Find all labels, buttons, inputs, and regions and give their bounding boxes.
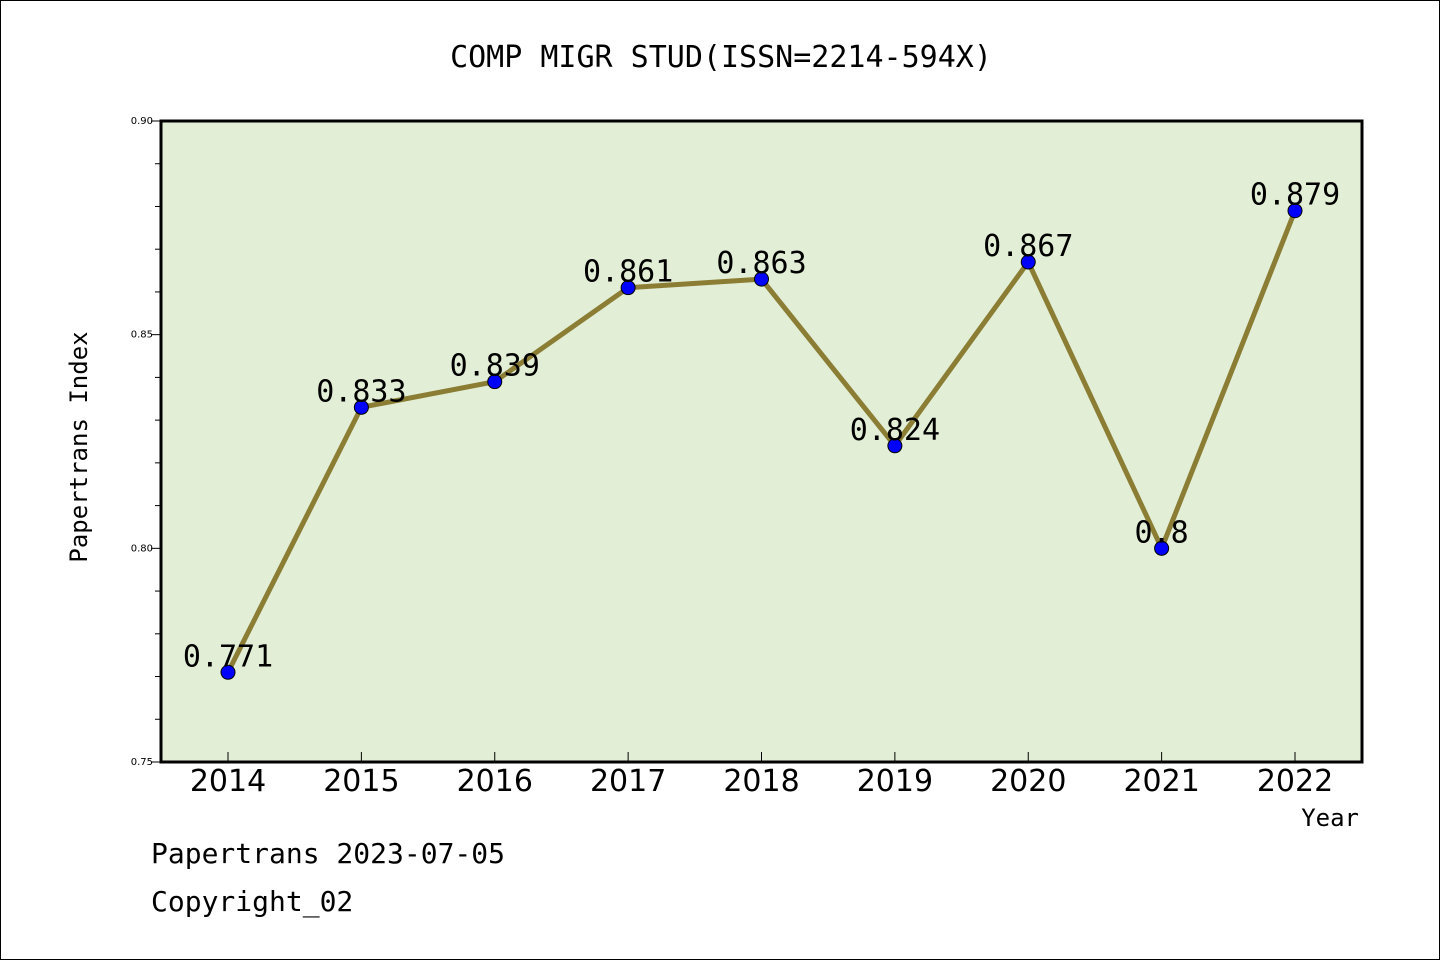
footer-copyright-text: Copyright_02	[151, 885, 354, 918]
data-point	[487, 374, 503, 390]
data-point	[1287, 203, 1303, 219]
y-axis: 0.75 0.80 0.85 0.90	[131, 116, 161, 768]
data-label: 0.8	[1135, 515, 1189, 550]
data-label: 0.867	[983, 229, 1073, 264]
data-point	[620, 280, 636, 296]
data-point	[220, 664, 236, 680]
data-label: 0.824	[850, 413, 940, 448]
x-tick-label: 2022	[1257, 764, 1333, 799]
x-tick-label: 2021	[1123, 764, 1199, 799]
x-tick-label: 2018	[723, 764, 799, 799]
footer-date-text: Papertrans 2023-07-05	[151, 837, 506, 870]
x-axis: 2014 2015 2016 2017 2018 2019 2020 2021 2022	[190, 752, 1333, 799]
data-point	[353, 399, 369, 415]
y-tick-label: 0.85	[131, 330, 153, 341]
data-point	[1020, 254, 1036, 270]
series-layer: 0.771 0.833 0.839 0.861 0.863 0.824 0.867 0.8 0.…	[183, 178, 1340, 680]
x-tick-label: 2016	[457, 764, 533, 799]
x-tick-label: 2020	[990, 764, 1066, 799]
x-tick-label: 2015	[323, 764, 399, 799]
plot-area	[159, 119, 1364, 764]
x-axis-label: Year	[1301, 804, 1359, 832]
y-tick-label: 0.80	[131, 543, 153, 554]
data-point	[1154, 540, 1170, 556]
data-label: 0.839	[450, 349, 540, 384]
x-tick-label: 2019	[857, 764, 933, 799]
data-label: 0.861	[583, 255, 673, 290]
data-label: 0.863	[716, 246, 806, 281]
data-point	[754, 271, 769, 287]
data-label: 0.833	[316, 374, 406, 409]
y-axis-label: Papertrans Index	[65, 331, 93, 562]
y-tick-label: 0.75	[131, 757, 153, 768]
x-tick-label: 2017	[590, 764, 666, 799]
data-label: 0.771	[183, 639, 273, 674]
y-tick-label: 0.90	[131, 116, 153, 127]
x-tick-label: 2014	[190, 764, 266, 799]
chart-title: COMP MIGR STUD(ISSN=2214-594X)	[450, 40, 992, 75]
data-point	[887, 438, 903, 454]
data-label: 0.879	[1250, 178, 1340, 213]
